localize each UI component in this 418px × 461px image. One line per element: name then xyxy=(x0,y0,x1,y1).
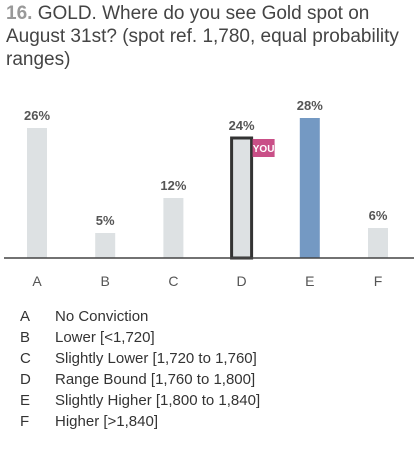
value-label-d: 24% xyxy=(229,118,255,133)
bar-f xyxy=(368,228,388,258)
legend-text: Higher [>1,840] xyxy=(55,413,158,430)
bar-c xyxy=(163,198,184,258)
legend-text: Slightly Higher [1,800 to 1,840] xyxy=(55,392,261,409)
bar-a xyxy=(27,128,47,258)
category-label-b: B xyxy=(101,273,110,289)
legend-letter: B xyxy=(20,329,31,346)
category-label-c: C xyxy=(168,273,178,289)
legend-text: Lower [<1,720] xyxy=(55,329,155,346)
question-text: GOLD. Where do you see Gold spot on Augu… xyxy=(6,3,399,70)
bar-e xyxy=(299,118,320,258)
you-badge-label: YOU xyxy=(253,144,275,155)
category-label-a: A xyxy=(32,273,42,289)
legend-letter: A xyxy=(20,308,31,325)
value-label-e: 28% xyxy=(297,100,323,113)
category-label-d: D xyxy=(237,273,247,289)
legend-item-d: D Range Bound [1,760 to 1,800] xyxy=(0,369,418,390)
legend-letter: F xyxy=(20,413,30,430)
value-label-c: 12% xyxy=(160,178,186,193)
legend-text: Slightly Lower [1,720 to 1,760] xyxy=(55,350,257,367)
legend-letter: C xyxy=(20,350,31,367)
bar-b xyxy=(95,233,116,258)
legend-item-f: F Higher [>1,840] xyxy=(0,411,418,432)
you-badge xyxy=(252,139,275,157)
category-label-f: F xyxy=(374,273,383,289)
question-number: 16. xyxy=(6,3,33,24)
value-label-b: 5% xyxy=(96,213,115,228)
legend-letter: D xyxy=(20,371,31,388)
legend-text: No Conviction xyxy=(55,308,149,325)
bar-chart: 26% A 5% B 12% C 24% D YOU 28% E 6% F xyxy=(4,100,414,289)
legend-letter: E xyxy=(20,392,31,409)
question-title: 16. GOLD. Where do you see Gold spot on … xyxy=(6,2,406,71)
value-label-a: 26% xyxy=(24,108,50,123)
legend-item-c: C Slightly Lower [1,720 to 1,760] xyxy=(0,348,418,369)
legend-item-b: B Lower [<1,720] xyxy=(0,327,418,348)
value-label-f: 6% xyxy=(369,208,388,223)
category-label-e: E xyxy=(305,273,314,289)
bar-d xyxy=(230,136,254,260)
legend-item-a: A No Conviction xyxy=(0,306,418,327)
legend-item-e: E Slightly Higher [1,800 to 1,840] xyxy=(0,390,418,411)
legend: A No Conviction B Lower [<1,720] C Sligh… xyxy=(0,306,418,432)
legend-text: Range Bound [1,760 to 1,800] xyxy=(55,371,256,388)
